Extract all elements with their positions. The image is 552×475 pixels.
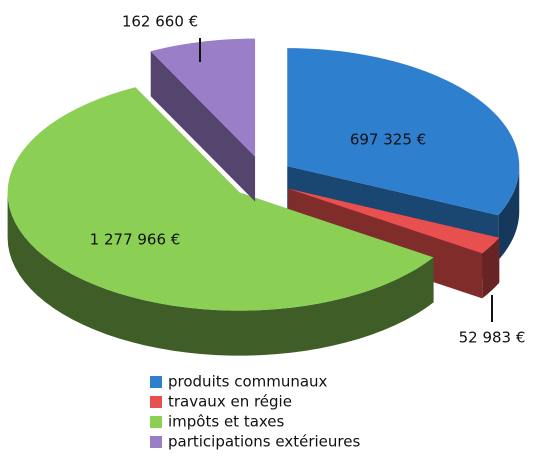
slice-side <box>498 166 520 261</box>
slice-side <box>7 192 434 356</box>
slice-wall <box>150 51 256 202</box>
slice-top <box>287 48 520 216</box>
legend-swatch <box>150 416 162 428</box>
legend-swatch <box>150 396 162 408</box>
legend-swatch <box>150 436 162 448</box>
value-label: 697 325 € <box>350 131 426 149</box>
slice-top <box>288 188 500 254</box>
slice-top <box>150 38 256 157</box>
legend-label: travaux en régie <box>168 393 292 411</box>
slice <box>150 38 256 202</box>
slice <box>7 87 434 356</box>
value-label: 52 983 € <box>459 329 526 347</box>
legend-swatch <box>150 376 162 388</box>
legend-label: participations extérieures <box>168 433 360 451</box>
legend-label: produits communaux <box>168 373 328 391</box>
legend-label: impôts et taxes <box>168 413 285 431</box>
value-label: 1 277 966 € <box>90 231 181 249</box>
slice-side <box>482 237 500 299</box>
value-label: 162 660 € <box>122 13 198 31</box>
slice-top <box>7 87 434 311</box>
